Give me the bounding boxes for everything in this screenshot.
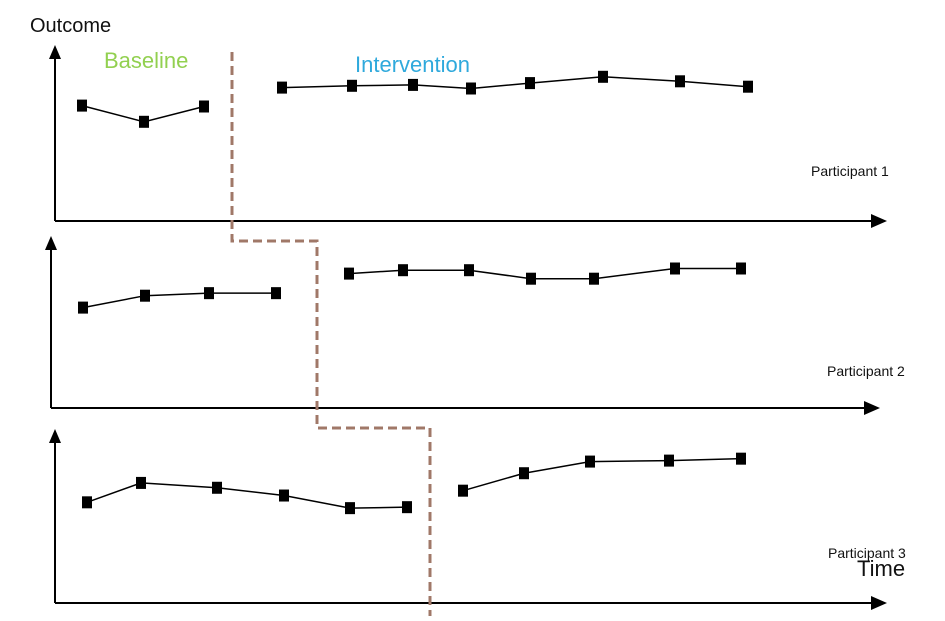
- panel-3-baseline-point-6: [402, 501, 412, 514]
- panel-1-intervention-point-3: [408, 78, 418, 91]
- panel-1-baseline-point-3: [199, 100, 209, 113]
- panel-3-x-arrowhead: [871, 596, 887, 610]
- panel-1-intervention-point-8: [743, 80, 753, 93]
- panel-3-intervention-point-3: [585, 455, 595, 468]
- panel-1-y-arrowhead: [49, 45, 61, 59]
- panel-3-y-arrowhead: [49, 429, 61, 443]
- intervention-phase-label: Intervention: [355, 52, 470, 77]
- panel-3-baseline-point-4: [279, 489, 289, 502]
- panel-2-baseline-point-3: [204, 287, 214, 300]
- panel-1-baseline-point-1: [77, 99, 87, 112]
- panel-3-intervention-point-5: [736, 452, 746, 465]
- panel-3-intervention-point-1: [458, 484, 468, 497]
- panel-3-intervention-point-4: [664, 454, 674, 467]
- panel-1-intervention-point-7: [675, 75, 685, 88]
- panel-1-intervention-line: [281, 76, 749, 90]
- panel-2-baseline-point-4: [271, 287, 281, 300]
- panel-2-baseline-point-1: [78, 301, 88, 314]
- panel-2-intervention-point-4: [526, 272, 536, 285]
- panel-3-baseline-point-2: [136, 476, 146, 489]
- panel-2-intervention-point-6: [670, 262, 680, 275]
- panel-1-intervention-point-2: [347, 79, 357, 92]
- panel-2-intervention-point-7: [736, 262, 746, 275]
- panel-2-intervention-point-3: [464, 264, 474, 277]
- panel-2-baseline-line: [82, 292, 276, 309]
- panel-1-intervention-point-6: [598, 70, 608, 83]
- panel-3-baseline-point-3: [212, 481, 222, 494]
- panel-1-intervention-point-1: [277, 81, 287, 94]
- panel-2-x-arrowhead: [864, 401, 880, 415]
- panel-2-intervention-point-5: [589, 272, 599, 285]
- panel-3-intervention-line: [462, 457, 742, 492]
- panel-3-baseline-point-1: [82, 496, 92, 509]
- panel-2-intervention-point-1: [344, 267, 354, 280]
- baseline-phase-label: Baseline: [104, 48, 188, 73]
- x-axis-label: Time: [857, 556, 905, 581]
- y-axis-label: Outcome: [30, 15, 111, 37]
- panel-1-baseline-point-2: [139, 115, 149, 128]
- panel-1-label: Participant 1: [811, 163, 889, 179]
- panel-3-baseline-point-5: [345, 502, 355, 515]
- panel-2-label: Participant 2: [827, 363, 905, 379]
- panel-1-intervention-point-5: [525, 77, 535, 90]
- panel-2-y-arrowhead: [45, 236, 57, 250]
- panel-2-intervention-point-2: [398, 264, 408, 277]
- panel-1-intervention-point-4: [466, 82, 476, 95]
- panel-3-label: Participant 3: [828, 545, 906, 561]
- panel-3-intervention-point-2: [519, 467, 529, 480]
- phase-change-line: [230, 52, 432, 616]
- chart-marks: [45, 45, 887, 616]
- panel-1-x-arrowhead: [871, 214, 887, 228]
- panel-2-baseline-point-2: [140, 289, 150, 302]
- panel-3-baseline-line: [86, 482, 408, 509]
